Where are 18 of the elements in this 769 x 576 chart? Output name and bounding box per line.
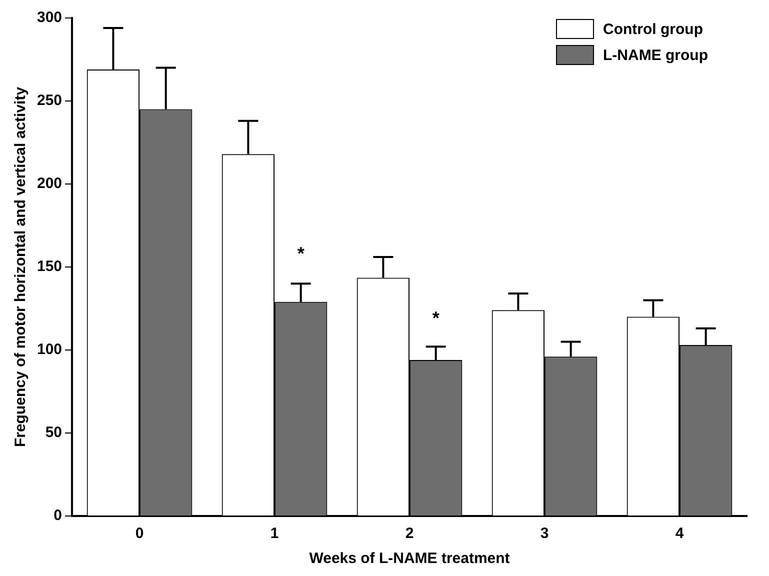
y-tick-label: 300 <box>36 9 62 26</box>
y-tick-label: 200 <box>36 175 62 192</box>
y-axis-title: Freguency of motor horizontal and vertical activity <box>12 86 30 448</box>
annotation: * <box>297 243 304 264</box>
y-tick-label: 50 <box>45 424 62 442</box>
annotation: * <box>432 308 440 328</box>
x-tick-label: 0 <box>135 525 144 542</box>
x-tick-label: 3 <box>540 525 549 542</box>
y-tick-label: 250 <box>36 92 62 110</box>
y-tick-label: 150 <box>36 258 62 276</box>
x-axis-title: Weeks of L-NAME treatment <box>309 550 510 568</box>
x-tick-label: 2 <box>405 525 414 542</box>
y-tick-label: 0 <box>54 507 62 524</box>
legend-label: L-NAME group <box>603 47 708 64</box>
x-tick-label: 4 <box>675 525 684 542</box>
y-tick-label: 100 <box>36 341 62 358</box>
x-tick-label: 1 <box>270 525 279 542</box>
legend-label: Control group <box>603 21 703 38</box>
